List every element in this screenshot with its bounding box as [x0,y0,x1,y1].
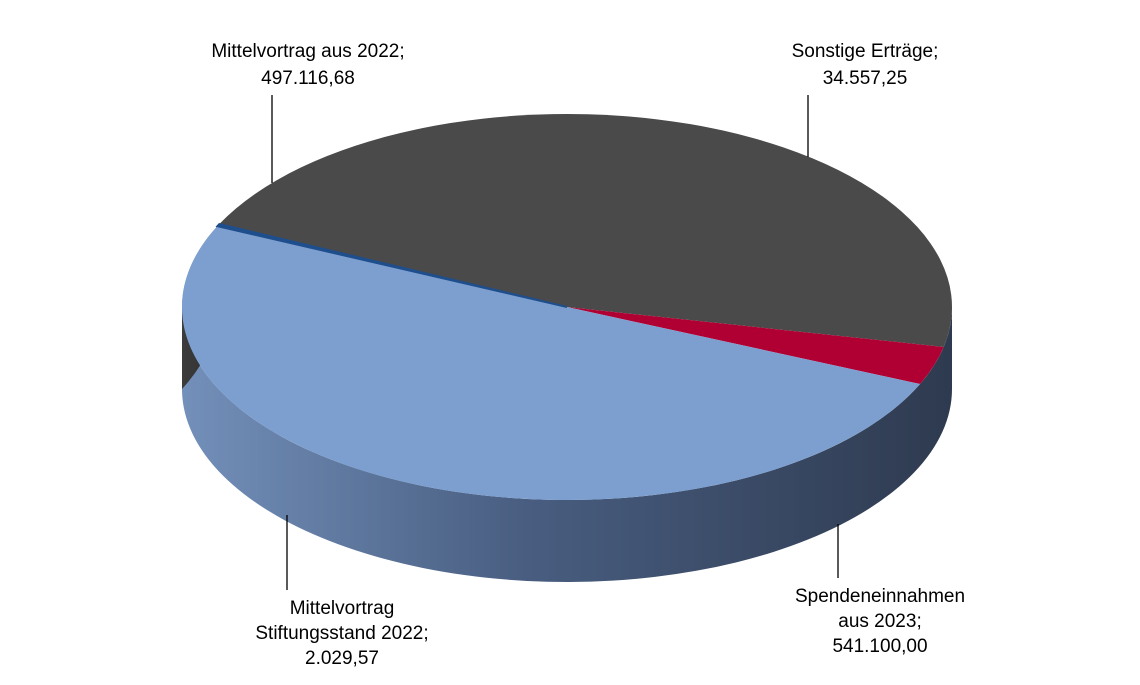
data-label: Sonstige Erträge; [792,41,939,62]
pie-slice [219,113,953,347]
data-label: Stiftungsstand 2022; [255,623,428,644]
pie-slice [215,222,568,308]
slice-side-spendeneinnahmen [181,226,952,583]
data-label: 541.100,00 [832,636,927,657]
pie-slice [181,226,920,501]
data-label: Mittelvortrag [290,598,395,619]
data-label: Spendeneinnahmen [795,586,965,607]
data-label: 2.029,57 [305,648,379,669]
data-label: 497.116,68 [261,68,355,89]
pie-slice [567,307,944,385]
data-label: aus 2023; [838,611,921,632]
data-label: 34.557,25 [823,68,908,89]
data-label: Mittelvortrag aus 2022; [211,41,404,62]
